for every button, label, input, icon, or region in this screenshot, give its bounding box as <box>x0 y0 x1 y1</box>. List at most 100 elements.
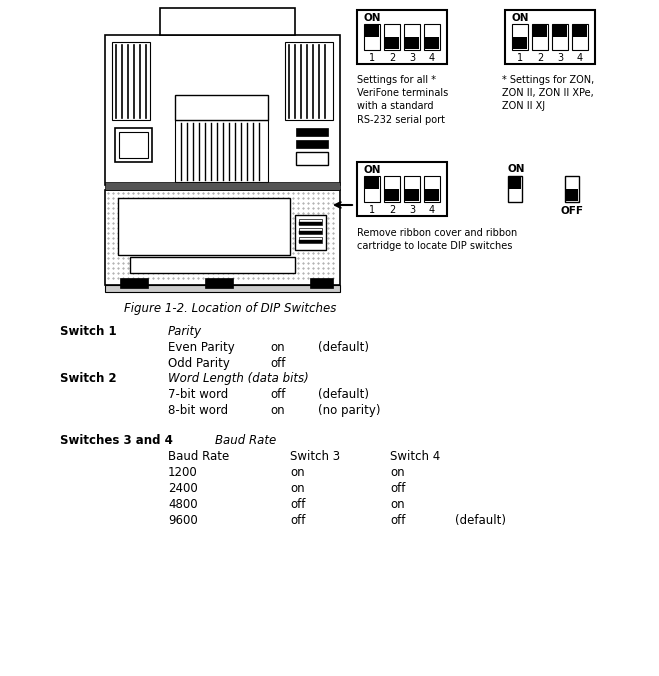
Bar <box>505 10 595 64</box>
Bar <box>119 132 148 158</box>
Text: Figure 1-2. Location of DIP Switches: Figure 1-2. Location of DIP Switches <box>124 302 336 315</box>
Bar <box>357 10 447 64</box>
Text: 3: 3 <box>409 53 415 63</box>
Bar <box>385 189 399 201</box>
Text: ON: ON <box>508 164 525 174</box>
Bar <box>299 219 322 225</box>
Text: off: off <box>270 388 285 401</box>
Text: Remove ribbon cover and ribbon
cartridge to locate DIP switches: Remove ribbon cover and ribbon cartridge… <box>357 228 517 251</box>
Bar <box>130 257 295 273</box>
Text: Even Parity: Even Parity <box>168 341 235 354</box>
Text: off: off <box>270 357 285 370</box>
Text: off: off <box>290 498 305 511</box>
Bar <box>296 128 328 136</box>
Text: Switches 3 and 4: Switches 3 and 4 <box>60 434 173 447</box>
Text: 4: 4 <box>577 53 583 63</box>
Text: on: on <box>390 498 405 511</box>
Bar <box>566 189 578 201</box>
Bar <box>112 42 150 120</box>
Text: 4: 4 <box>429 53 435 63</box>
Text: Switch 1: Switch 1 <box>60 325 117 338</box>
Bar <box>572 24 588 50</box>
Bar <box>175 120 268 182</box>
Text: Switch 4: Switch 4 <box>390 450 440 463</box>
Bar <box>160 8 295 35</box>
Bar <box>553 25 567 37</box>
Text: off: off <box>290 514 305 527</box>
Bar <box>120 278 148 288</box>
Bar <box>552 24 568 50</box>
Bar <box>118 198 290 255</box>
Bar <box>299 228 322 234</box>
Bar <box>384 176 400 202</box>
Bar <box>175 95 268 120</box>
Bar <box>508 176 522 202</box>
Text: Odd Parity: Odd Parity <box>168 357 230 370</box>
Bar <box>513 37 527 49</box>
Bar <box>105 35 340 185</box>
Text: Parity: Parity <box>168 325 202 338</box>
Text: Settings for all *
VeriFone terminals
with a standard
RS-232 serial port: Settings for all * VeriFone terminals wi… <box>357 75 448 124</box>
Text: 1200: 1200 <box>168 466 198 479</box>
Text: on: on <box>270 404 285 417</box>
Bar <box>364 176 380 202</box>
Text: (default): (default) <box>318 388 369 401</box>
Text: 2: 2 <box>389 53 395 63</box>
Bar <box>509 177 521 189</box>
Text: 9600: 9600 <box>168 514 198 527</box>
Bar <box>299 237 322 243</box>
Text: 1: 1 <box>369 205 375 215</box>
Bar <box>296 152 328 165</box>
Text: (no parity): (no parity) <box>318 404 380 417</box>
Text: off: off <box>390 514 405 527</box>
Text: 8-bit word: 8-bit word <box>168 404 228 417</box>
Text: off: off <box>390 482 405 495</box>
Bar <box>425 189 439 201</box>
Text: * Settings for ZON,
ZON II, ZON II XPe,
ZON II XJ: * Settings for ZON, ZON II, ZON II XPe, … <box>502 75 594 112</box>
Bar <box>365 25 379 37</box>
Bar <box>424 24 440 50</box>
Text: 4: 4 <box>429 205 435 215</box>
Bar <box>533 25 547 37</box>
Bar <box>364 24 380 50</box>
Text: ON: ON <box>364 165 382 175</box>
Text: Baud Rate: Baud Rate <box>168 450 229 463</box>
Bar <box>299 222 322 225</box>
Bar <box>405 189 419 201</box>
Bar <box>296 140 328 148</box>
Text: 2400: 2400 <box>168 482 198 495</box>
Bar <box>357 162 447 216</box>
Text: (default): (default) <box>455 514 506 527</box>
Bar <box>285 42 333 120</box>
Text: 1: 1 <box>517 53 523 63</box>
Text: ON: ON <box>512 13 529 23</box>
Bar <box>404 24 420 50</box>
Bar <box>299 240 322 243</box>
Text: on: on <box>270 341 285 354</box>
Text: 2: 2 <box>389 205 395 215</box>
Bar <box>115 128 152 162</box>
Text: Word Length (data bits): Word Length (data bits) <box>168 372 309 385</box>
Text: 1: 1 <box>369 53 375 63</box>
Text: 3: 3 <box>409 205 415 215</box>
Bar <box>532 24 548 50</box>
Bar <box>205 278 233 288</box>
Text: 4800: 4800 <box>168 498 198 511</box>
Text: Switch 2: Switch 2 <box>60 372 117 385</box>
Bar <box>105 182 340 190</box>
Bar <box>404 176 420 202</box>
Text: ON: ON <box>364 13 382 23</box>
Bar <box>105 190 340 285</box>
Text: Switch 3: Switch 3 <box>290 450 340 463</box>
Bar <box>573 25 587 37</box>
Text: on: on <box>390 466 405 479</box>
Bar <box>310 278 333 288</box>
Bar <box>565 176 579 202</box>
Text: Baud Rate: Baud Rate <box>215 434 276 447</box>
Bar <box>299 231 322 234</box>
Bar <box>424 176 440 202</box>
Text: 3: 3 <box>557 53 563 63</box>
Bar <box>295 215 326 250</box>
Bar <box>105 285 340 292</box>
Bar <box>405 37 419 49</box>
